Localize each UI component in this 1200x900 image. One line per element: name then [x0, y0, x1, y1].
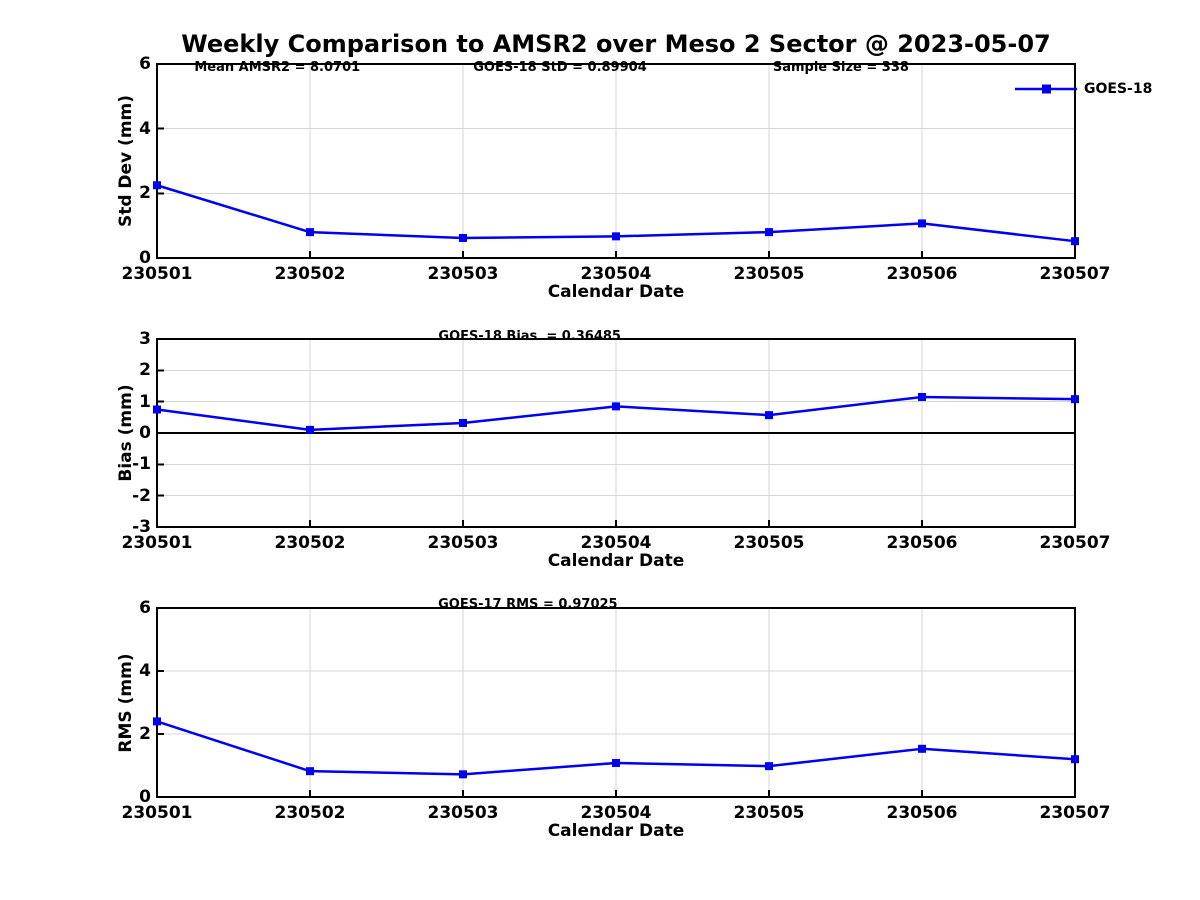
x-tick-label: 230506: [886, 533, 958, 553]
x-tick-label: 230503: [427, 533, 499, 553]
y-tick-label: -3: [132, 517, 151, 537]
annotation: GOES-18 Bias = 0.36485: [438, 329, 621, 344]
data-point-marker: [306, 767, 314, 776]
data-point-marker: [1071, 395, 1079, 404]
data-point-marker: [1071, 755, 1079, 764]
y-tick-label: 2: [139, 724, 151, 744]
y-tick-label: 4: [139, 118, 151, 139]
x-tick-label: 230505: [733, 264, 805, 284]
x-axis-label: Calendar Date: [547, 282, 685, 302]
y-tick-label: -1: [132, 454, 151, 475]
x-axis-label: Calendar Date: [547, 551, 685, 571]
data-point-marker: [1071, 237, 1079, 246]
data-point-marker: [459, 418, 467, 427]
y-tick-label: 0: [139, 248, 151, 268]
annotation: GOES-18 StD = 0.89904: [473, 60, 647, 75]
x-tick-label: 230501: [121, 533, 193, 553]
figure-title: Weekly Comparison to AMSR2 over Meso 2 S…: [181, 30, 1051, 58]
y-tick-label: 6: [139, 598, 151, 618]
x-tick-label: 230504: [580, 803, 652, 823]
x-tick-label: 230507: [1039, 803, 1111, 823]
bias-plot-area: [153, 338, 1079, 528]
data-point-marker: [153, 181, 161, 190]
y-tick-label: 2: [139, 183, 151, 204]
x-tick-label: 230507: [1039, 533, 1111, 553]
x-tick-label: 230503: [427, 803, 499, 823]
x-tick-label: 230505: [733, 533, 805, 553]
x-tick-label: 230506: [886, 803, 958, 823]
rms-plot-area: [153, 607, 1079, 798]
x-axis-label: Calendar Date: [547, 821, 685, 841]
x-tick-label: 230502: [274, 533, 346, 553]
data-point-marker: [765, 228, 773, 237]
data-point-marker: [765, 411, 773, 420]
x-tick-label: 230501: [121, 803, 193, 823]
data-point-marker: [153, 717, 161, 726]
x-tick-label: 230507: [1039, 264, 1111, 284]
y-tick-label: 2: [139, 360, 151, 381]
legend-label: GOES-18: [1084, 81, 1153, 97]
data-point-marker: [612, 758, 620, 767]
data-point-marker: [153, 405, 161, 414]
data-point-marker: [612, 402, 620, 411]
y-tick-label: 1: [139, 391, 151, 412]
data-point-marker: [459, 770, 467, 779]
x-tick-label: 230502: [274, 803, 346, 823]
y-tick-label: 3: [139, 329, 151, 349]
y-tick-label: 4: [139, 661, 151, 681]
legend-line-sample: [1015, 84, 1077, 94]
x-tick-label: 230504: [580, 533, 652, 553]
data-point-marker: [306, 425, 314, 434]
annotation: GOES-17 RMS = 0.97025: [438, 597, 618, 612]
legend: GOES-18: [1015, 80, 1152, 98]
data-point-marker: [459, 233, 467, 242]
plot-box: [156, 338, 1076, 528]
data-point-marker: [306, 228, 314, 237]
data-point-marker: [918, 392, 926, 401]
x-tick-label: 230502: [274, 264, 346, 284]
data-point-marker: [918, 744, 926, 753]
y-tick-label: 0: [139, 787, 151, 807]
plot-box: [156, 607, 1076, 798]
x-tick-label: 230503: [427, 264, 499, 284]
data-point-marker: [612, 232, 620, 241]
x-tick-label: 230506: [886, 264, 958, 284]
y-tick-label: 0: [139, 423, 151, 443]
y-tick-label: -2: [132, 485, 151, 506]
annotation: Sample Size = 338: [772, 60, 909, 75]
plot-box: [156, 63, 1076, 259]
legend-square-marker-icon: [1042, 84, 1051, 94]
annotation: Mean AMSR2 = 8.0701: [194, 60, 361, 75]
data-point-marker: [765, 762, 773, 771]
data-point-marker: [918, 219, 926, 228]
y-tick-label: 6: [139, 54, 151, 74]
x-tick-label: 230501: [121, 264, 193, 284]
y-axis-label: RMS (mm): [116, 652, 136, 753]
std-dev-plot-area: [153, 63, 1079, 259]
x-tick-label: 230505: [733, 803, 805, 823]
x-tick-label: 230504: [580, 264, 652, 284]
